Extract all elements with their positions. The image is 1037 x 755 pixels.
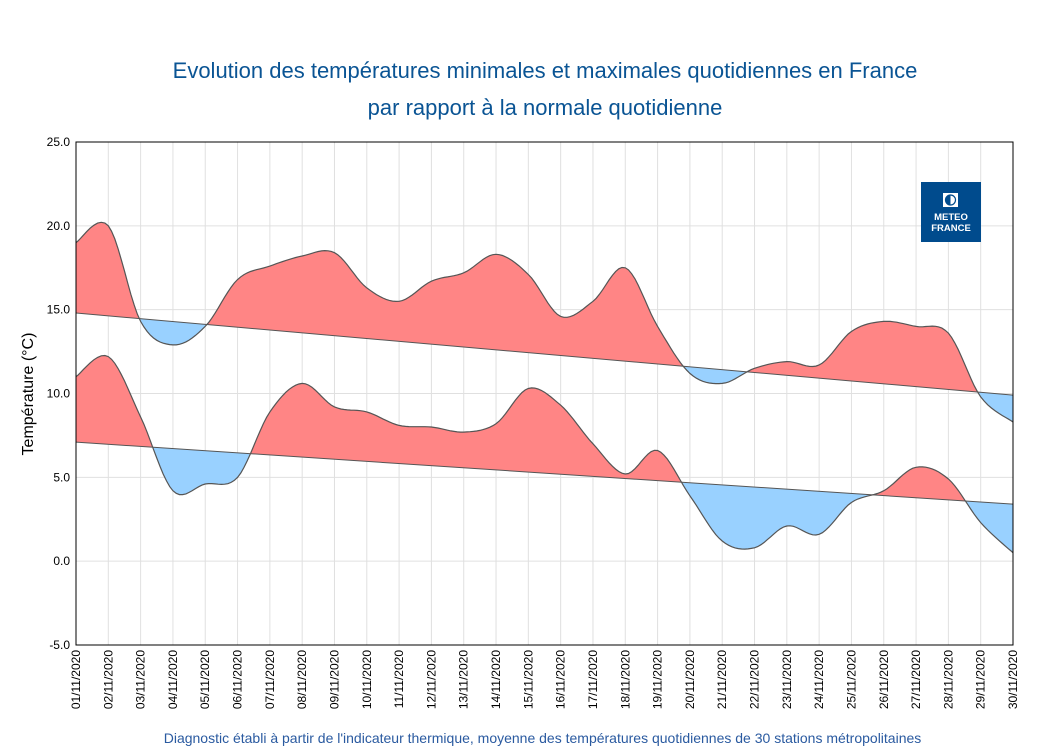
plot-frame [75,141,1014,646]
y-tick-label: 20.0 [47,219,71,233]
x-tick-label: 27/11/2020 [909,650,923,709]
chart-subtitle: par rapport à la normale quotidienne [367,95,723,120]
x-tick-label: 04/11/2020 [166,650,180,709]
footnote: Diagnostic établi à partir de l'indicate… [163,730,922,746]
y-tick-label: 0.0 [53,554,70,568]
x-tick-label: 13/11/2020 [457,650,471,709]
x-tick-label: 15/11/2020 [521,650,535,709]
temperature-line [75,221,1014,423]
y-tick-label: 15.0 [47,303,71,317]
svg-text:FRANCE: FRANCE [931,223,971,234]
x-tick-label: 14/11/2020 [489,650,503,709]
x-tick-label: 07/11/2020 [263,650,277,709]
x-tick-label: 12/11/2020 [424,650,438,709]
x-tick-label: 17/11/2020 [586,650,600,709]
x-tick-label: 19/11/2020 [651,650,665,709]
x-tick-label: 24/11/2020 [812,650,826,709]
y-tick-label: 10.0 [47,387,71,401]
x-tick-label: 23/11/2020 [780,650,794,709]
y-tick-label: 5.0 [53,470,70,484]
x-tick-label: 26/11/2020 [877,650,891,709]
x-tick-label: 11/11/2020 [392,650,406,709]
svg-text:METEO: METEO [934,212,968,223]
x-tick-label: 22/11/2020 [748,650,762,709]
x-tick-label: 25/11/2020 [844,650,858,709]
x-tick-label: 30/11/2020 [1006,650,1020,709]
temperature-line [75,354,1014,554]
x-tick-label: 05/11/2020 [198,650,212,709]
x-tick-label: 18/11/2020 [618,650,632,709]
x-tick-label: 06/11/2020 [231,650,245,709]
x-tick-label: 10/11/2020 [360,650,374,709]
normal-line [75,312,1014,396]
x-tick-label: 08/11/2020 [295,650,309,709]
x-tick-label: 01/11/2020 [69,650,83,709]
x-tick-label: 09/11/2020 [327,650,341,709]
meteo-france-logo: METEO FRANCE [921,182,981,242]
x-tick-label: 16/11/2020 [554,650,568,709]
x-tick-label: 20/11/2020 [683,650,697,709]
x-tick-label: 02/11/2020 [101,650,115,709]
y-tick-label: -5.0 [49,638,70,652]
x-tick-label: 28/11/2020 [941,650,955,709]
chart-title: Evolution des températures minimales et … [172,58,918,83]
y-axis-label: Température (°C) [20,333,37,456]
x-tick-label: 29/11/2020 [974,650,988,709]
normal-line [75,441,1014,505]
y-tick-label: 25.0 [47,135,71,149]
above-normal-area [76,222,1013,396]
x-tick-label: 21/11/2020 [715,650,729,709]
x-tick-label: 03/11/2020 [134,650,148,709]
